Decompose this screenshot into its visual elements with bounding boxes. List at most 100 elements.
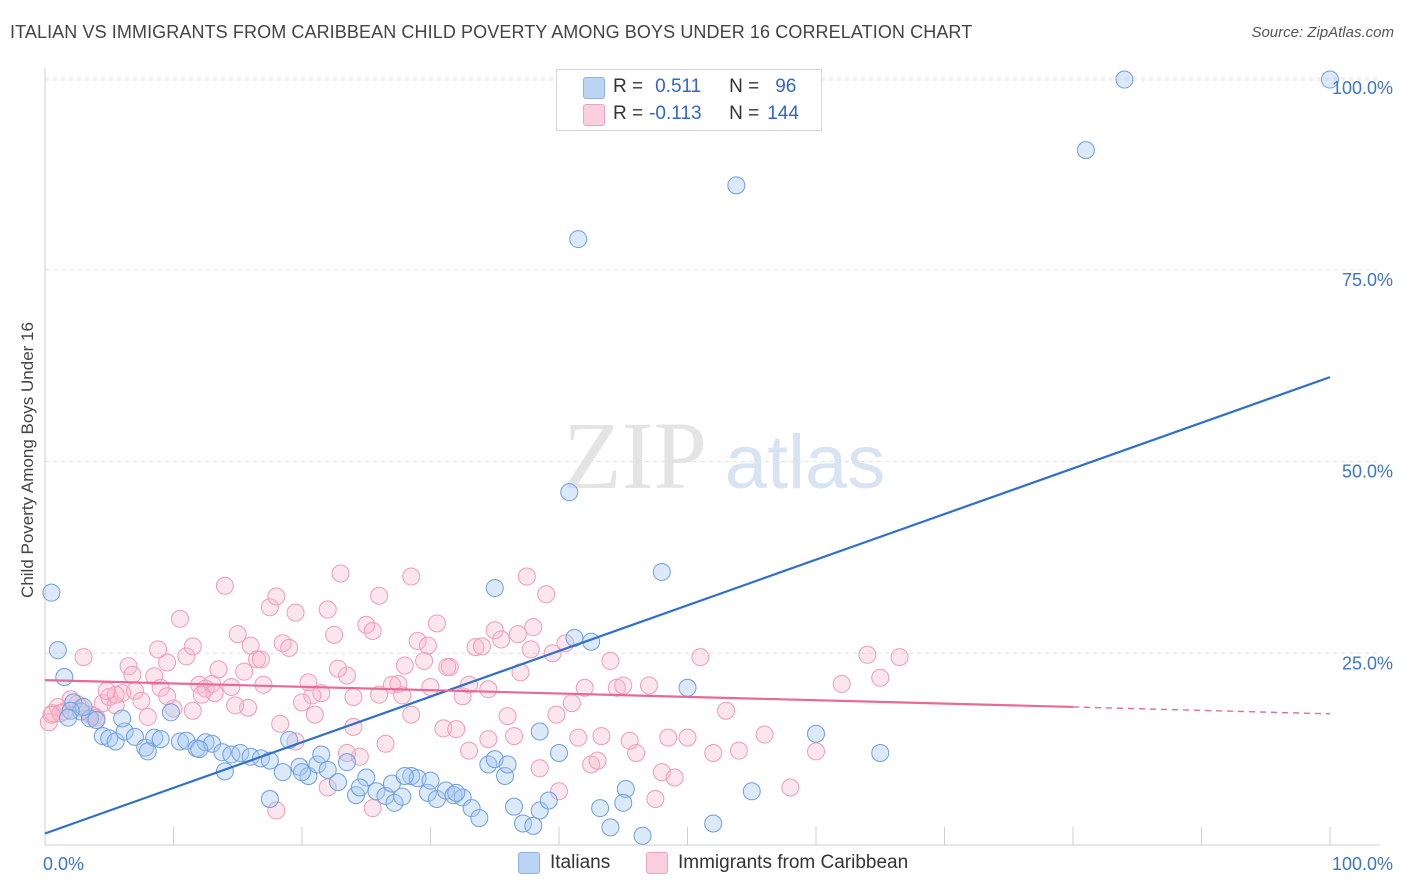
caribbean-point: [170, 609, 189, 628]
caribbean-point: [363, 799, 382, 818]
italians-point: [48, 641, 67, 660]
source-label: Source: ZipAtlas.com: [1251, 24, 1394, 41]
caribbean-point: [370, 586, 389, 605]
caribbean-point: [42, 705, 61, 724]
caribbean-point: [466, 638, 485, 657]
x-tick-label: 0.0%: [43, 854, 84, 874]
caribbean-point: [97, 681, 116, 700]
caribbean-point: [183, 701, 202, 720]
caribbean-point: [498, 707, 517, 726]
legend-item-caribbean[interactable]: Immigrants from Caribbean: [646, 852, 908, 874]
caribbean-point: [832, 674, 851, 693]
italians-point: [498, 755, 517, 774]
caribbean-swatch: [583, 104, 605, 126]
caribbean-point: [376, 734, 395, 753]
italians-point: [614, 793, 633, 812]
caribbean-point: [251, 650, 270, 669]
italians-point: [273, 763, 292, 782]
italians-point: [462, 799, 481, 818]
caribbean-point: [717, 701, 736, 720]
caribbean-point: [303, 686, 322, 705]
italians-point: [505, 797, 524, 816]
caribbean-point: [562, 694, 581, 713]
italians-point: [113, 709, 132, 728]
italians-point: [447, 783, 466, 802]
caribbean-point: [325, 625, 344, 644]
caribbean-point: [337, 666, 356, 685]
caribbean-point: [858, 645, 877, 664]
caribbean-point: [871, 668, 890, 687]
italians-point: [290, 757, 309, 776]
caribbean-point: [318, 600, 337, 619]
caribbean-point: [639, 676, 658, 695]
x-tick-label: 100.0%: [1332, 854, 1393, 874]
caribbean-point: [434, 719, 453, 738]
y-tick-label: 75.0%: [1342, 270, 1393, 290]
italians-point: [421, 771, 440, 790]
italians-point: [328, 773, 347, 792]
caribbean-point: [659, 728, 678, 747]
caribbean-point: [158, 687, 177, 706]
caribbean-point: [505, 727, 524, 746]
italians-point: [530, 722, 549, 741]
caribbean-point: [305, 705, 324, 724]
n-value: 96: [775, 76, 797, 97]
italians-point: [151, 730, 170, 749]
caribbean-point: [248, 650, 267, 669]
caribbean-point: [537, 585, 556, 604]
y-tick-label: 50.0%: [1342, 462, 1393, 482]
caribbean-point: [149, 640, 168, 659]
italians-point: [530, 801, 549, 820]
caribbean-point: [575, 678, 594, 697]
italians-point: [260, 789, 279, 808]
r-label: R =: [613, 76, 644, 97]
caribbean-point: [395, 656, 414, 675]
stats-box: R = 0.511 N = 96 R = -0.113 N = 144: [556, 69, 822, 131]
italians-point: [393, 787, 412, 806]
caribbean-point: [479, 680, 498, 699]
caribbean-point: [550, 782, 568, 801]
r-value: -0.113: [649, 103, 702, 124]
caribbean-point: [267, 801, 286, 820]
caribbean-point: [226, 696, 245, 715]
caribbean-point: [601, 651, 620, 670]
caribbean-point: [280, 638, 299, 657]
trend-lines: [44, 376, 1331, 835]
italians-point: [337, 753, 356, 772]
italians-point: [106, 732, 125, 751]
legend-label: Immigrants from Caribbean: [678, 852, 909, 873]
italians-point: [871, 743, 890, 762]
caribbean-point: [363, 622, 382, 641]
italians-points: [42, 70, 1339, 845]
caribbean-point: [402, 705, 421, 724]
watermark-atlas: atlas: [725, 420, 886, 505]
legend: Italians Immigrants from Caribbean: [0, 852, 1406, 876]
chart-title: ITALIAN VS IMMIGRANTS FROM CARIBBEAN CHI…: [10, 22, 973, 42]
italians-point: [807, 724, 825, 743]
italians-point: [601, 818, 620, 837]
caribbean-point: [447, 720, 466, 739]
y-tick-label: 100.0%: [1332, 78, 1393, 98]
italians-point: [704, 814, 723, 833]
caribbean-point: [228, 625, 247, 644]
caribbean-point: [235, 662, 254, 681]
caribbean-point: [418, 636, 437, 655]
caribbean-point: [508, 625, 527, 644]
caribbean-point: [678, 728, 697, 747]
caribbean-point: [521, 640, 540, 659]
italians-point: [1076, 141, 1095, 160]
caribbean-point: [492, 630, 511, 649]
italians-point: [42, 583, 61, 602]
italians-point: [616, 780, 635, 799]
caribbean-point: [183, 637, 202, 656]
italians-point: [55, 668, 74, 687]
n-label: N =: [729, 76, 760, 97]
italians-point: [87, 710, 106, 729]
caribbean-point: [755, 725, 774, 744]
caribbean-point: [421, 677, 440, 696]
italians-point: [161, 703, 180, 722]
caribbean-point: [286, 603, 305, 622]
legend-item-italians[interactable]: Italians: [518, 852, 610, 874]
italians-swatch: [583, 77, 605, 99]
italians-swatch: [518, 852, 540, 874]
